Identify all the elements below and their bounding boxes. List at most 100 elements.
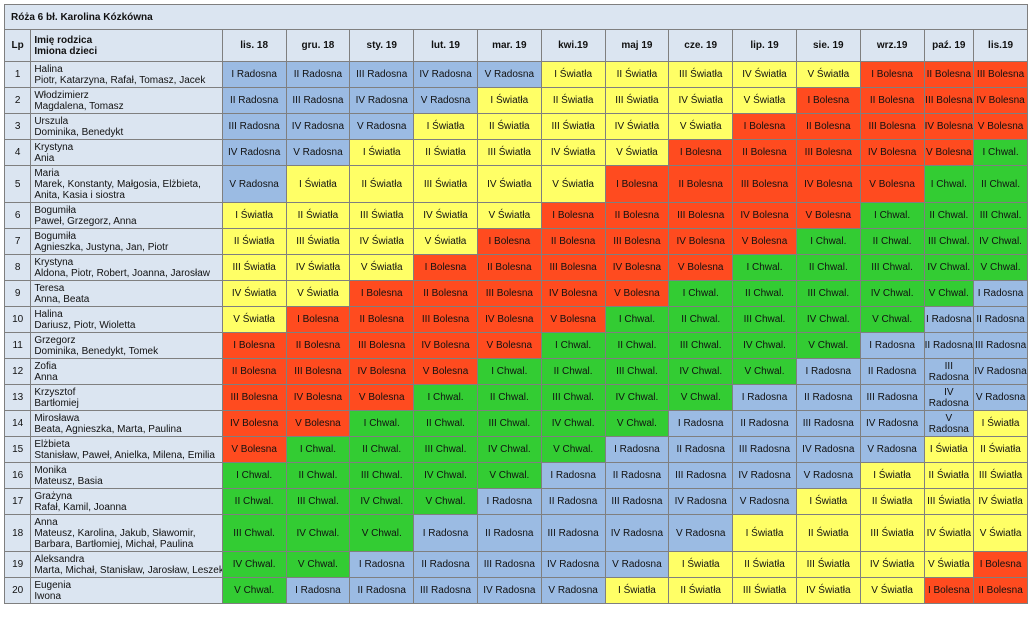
names-cell: Bogumiła Agnieszka, Justyna, Jan, Piotr xyxy=(30,228,223,255)
mystery-cell: IV Światła xyxy=(923,514,975,552)
children-names: Anna xyxy=(34,371,58,383)
row-number: 9 xyxy=(3,280,32,307)
mystery-cell: I Bolesna xyxy=(476,228,542,255)
table-row: 1 Halina Piotr, Katarzyna, Rafał, Tomasz, … xyxy=(3,61,1028,88)
mystery-cell: IV Bolesna xyxy=(973,87,1028,114)
mystery-cell: V Bolesna xyxy=(923,139,975,166)
mystery-cell: IV Chwal. xyxy=(221,551,287,578)
parent-name: Monika xyxy=(34,464,67,476)
header-month: gru. 18 xyxy=(285,29,351,62)
mystery-cell: I Chwal. xyxy=(973,139,1028,166)
mystery-cell: V Radosna xyxy=(859,436,925,463)
mystery-cell: I Światła xyxy=(285,165,351,203)
mystery-cell: IV Bolesna xyxy=(285,384,351,411)
mystery-cell: IV Światła xyxy=(973,488,1028,515)
row-number: 3 xyxy=(3,113,32,140)
mystery-cell: III Radosna xyxy=(923,358,975,385)
mystery-cell: II Bolesna xyxy=(795,113,861,140)
row-number: 15 xyxy=(3,436,32,463)
parent-name: Mirosława xyxy=(34,412,80,424)
mystery-cell: III Światła xyxy=(732,577,797,604)
mystery-cell: II Światła xyxy=(732,551,797,578)
parent-name: Maria xyxy=(34,167,60,179)
mystery-cell: IV Radosna xyxy=(923,384,975,411)
header-month: cze. 19 xyxy=(668,29,734,62)
header-month: sty. 19 xyxy=(349,29,415,62)
mystery-cell: IV Światła xyxy=(604,113,670,140)
mystery-cell: III Światła xyxy=(540,113,606,140)
mystery-cell: V Radosna xyxy=(413,87,478,114)
parent-name: Grzegorz xyxy=(34,334,76,346)
names-cell: Anna Mateusz, Karolina, Jakub, Sławomir, B… xyxy=(30,514,223,552)
mystery-cell: II Radosna xyxy=(859,358,925,385)
mystery-cell: V Chwal. xyxy=(476,462,542,489)
mystery-cell: III Światła xyxy=(221,254,287,281)
mystery-cell: II Światła xyxy=(221,228,287,255)
mystery-cell: I Chwal. xyxy=(923,165,975,203)
mystery-cell: I Światła xyxy=(732,514,797,552)
table-row: 17 Grażyna Rafał, Kamil, Joanna II Chwal. II… xyxy=(3,488,1028,515)
mystery-cell: V Światła xyxy=(285,280,351,307)
children-names: Dariusz, Piotr, Wioletta xyxy=(34,319,136,331)
mystery-cell: I Chwal. xyxy=(604,306,670,333)
mystery-cell: II Światła xyxy=(476,113,542,140)
mystery-cell: I Światła xyxy=(859,462,925,489)
mystery-cell: I Radosna xyxy=(604,436,670,463)
mystery-cell: III Bolesna xyxy=(540,254,606,281)
mystery-cell: IV Bolesna xyxy=(795,165,861,203)
mystery-cell: II Bolesna xyxy=(732,139,797,166)
parent-name: Grażyna xyxy=(34,490,73,502)
children-names: Dominika, Benedykt, Tomek xyxy=(34,345,159,357)
mystery-cell: III Radosna xyxy=(221,113,287,140)
table-row: 3 Urszula Dominika, Benedykt III Radosna IV … xyxy=(3,113,1028,140)
mystery-cell: III Bolesna xyxy=(413,306,478,333)
header-row: Lp Imię rodzica Imiona dzieci lis. 18 gru… xyxy=(3,29,1028,62)
row-number: 11 xyxy=(3,332,32,359)
parent-name: Urszula xyxy=(34,115,69,127)
row-number: 20 xyxy=(3,577,32,604)
mystery-cell: II Bolesna xyxy=(540,228,606,255)
mystery-cell: V Bolesna xyxy=(668,254,734,281)
names-cell: Aleksandra Marta, Michał, Stanisław, Jaro… xyxy=(30,551,223,578)
mystery-cell: IV Światła xyxy=(732,61,797,88)
mystery-cell: I Chwal. xyxy=(476,358,542,385)
mystery-cell: IV Bolesna xyxy=(413,332,478,359)
mystery-cell: III Bolesna xyxy=(923,87,975,114)
mystery-cell: V Światła xyxy=(668,113,734,140)
mystery-cell: V Chwal. xyxy=(604,410,670,437)
mystery-cell: I Światła xyxy=(540,61,606,88)
table-row: 8 Krystyna Aldona, Piotr, Robert, Joanna, … xyxy=(3,254,1028,281)
mystery-cell: IV Chwal. xyxy=(859,280,925,307)
mystery-cell: IV Chwal. xyxy=(732,332,797,359)
table-row: 6 Bogumiła Paweł, Grzegorz, Anna I Światła I… xyxy=(3,202,1028,229)
mystery-cell: III Bolesna xyxy=(476,280,542,307)
mystery-cell: IV Radosna xyxy=(973,358,1028,385)
children-names: Piotr, Katarzyna, Rafał, Tomasz, Jacek xyxy=(34,74,206,86)
mystery-cell: II Radosna xyxy=(668,436,734,463)
mystery-cell: III Bolesna xyxy=(285,358,351,385)
mystery-cell: III Światła xyxy=(604,87,670,114)
table-row: 14 Mirosława Beata, Agnieszka, Marta, Paul… xyxy=(3,410,1028,437)
names-cell: Zofia Anna xyxy=(30,358,223,385)
table-row: 19 Aleksandra Marta, Michał, Stanisław, Ja… xyxy=(3,551,1028,578)
mystery-cell: III Chwal. xyxy=(221,514,287,552)
table-row: 7 Bogumiła Agnieszka, Justyna, Jan, Piotr I… xyxy=(3,228,1028,255)
mystery-cell: IV Radosna xyxy=(540,551,606,578)
mystery-cell: II Bolesna xyxy=(285,332,351,359)
mystery-cell: IV Radosna xyxy=(476,577,542,604)
names-cell: Bogumiła Paweł, Grzegorz, Anna xyxy=(30,202,223,229)
mystery-cell: IV Światła xyxy=(859,551,925,578)
mystery-cell: II Światła xyxy=(973,436,1028,463)
mystery-cell: I Radosna xyxy=(540,462,606,489)
mystery-cell: II Światła xyxy=(349,165,415,203)
children-names: Iwona xyxy=(34,590,62,602)
mystery-cell: III Światła xyxy=(285,228,351,255)
mystery-cell: II Bolesna xyxy=(923,61,975,88)
parent-name: Bogumiła xyxy=(34,204,77,216)
mystery-cell: V Bolesna xyxy=(285,410,351,437)
children-names: Magdalena, Tomasz xyxy=(34,100,124,112)
mystery-cell: V Światła xyxy=(476,202,542,229)
mystery-cell: IV Bolesna xyxy=(604,254,670,281)
header-lp: Lp xyxy=(3,29,32,62)
mystery-cell: I Bolesna xyxy=(604,165,670,203)
